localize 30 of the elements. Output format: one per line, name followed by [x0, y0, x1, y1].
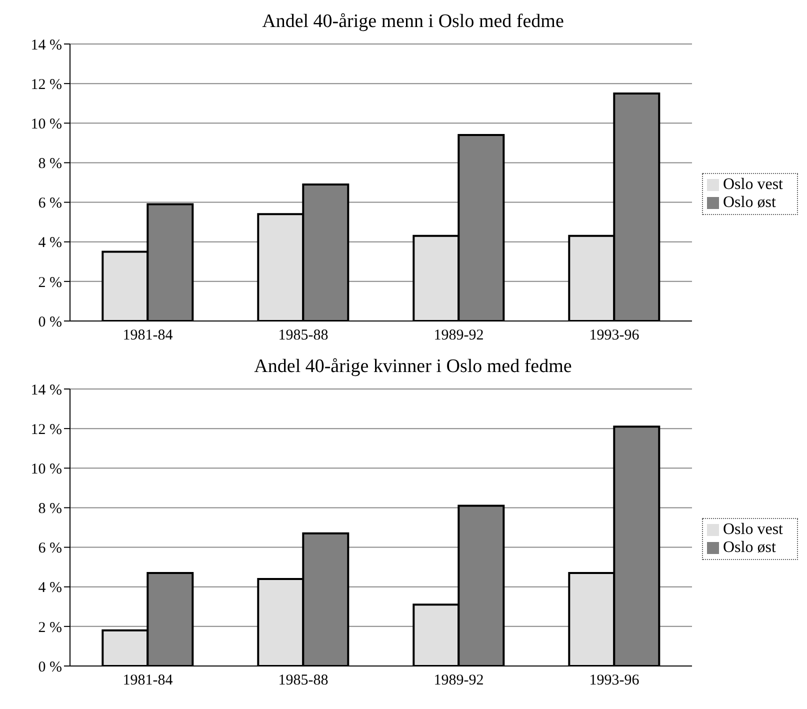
y-tick-label: 8 %: [38, 501, 62, 518]
legend-label: Oslo vest: [723, 176, 783, 192]
x-tick-label: 1989-92: [434, 328, 484, 344]
y-tick-label: 14 %: [30, 382, 62, 398]
y-tick-label: 0 %: [38, 659, 62, 676]
y-tick-label: 14 %: [30, 37, 62, 54]
chart-title: Andel 40-årige kvinner i Oslo med fedme: [253, 355, 573, 379]
y-tick-label: 2 %: [38, 620, 62, 636]
y-tick-label: 6 %: [38, 540, 62, 557]
x-tick-label: 1993-96: [589, 328, 640, 344]
y-tick-label: 12 %: [30, 76, 62, 93]
x-tick-label: 1981-84: [122, 328, 174, 344]
y-tick-label: 6 %: [38, 196, 62, 212]
legend-label: Oslo øst: [723, 194, 776, 210]
y-tick-label: 8 %: [38, 156, 62, 172]
y-tick-label: 4 %: [38, 235, 62, 252]
chart-title: Andel 40-årige menn i Oslo med fedme: [261, 10, 565, 34]
legend-label: Oslo vest: [723, 520, 783, 538]
y-tick-label: 10 %: [30, 116, 62, 132]
x-tick-label: 1985-88: [278, 328, 328, 344]
y-tick-label: 4 %: [38, 580, 62, 596]
legend-label: Oslo øst: [723, 538, 776, 556]
y-tick-label: 2 %: [38, 274, 62, 291]
x-tick-label: 1985-88: [278, 672, 328, 689]
y-tick-label: 10 %: [30, 461, 62, 478]
y-tick-label: 12 %: [30, 422, 62, 438]
x-tick-label: 1981-84: [122, 672, 174, 689]
y-tick-label: 0 %: [38, 314, 62, 330]
x-tick-label: 1993-96: [589, 672, 640, 689]
x-tick-label: 1989-92: [434, 672, 484, 689]
